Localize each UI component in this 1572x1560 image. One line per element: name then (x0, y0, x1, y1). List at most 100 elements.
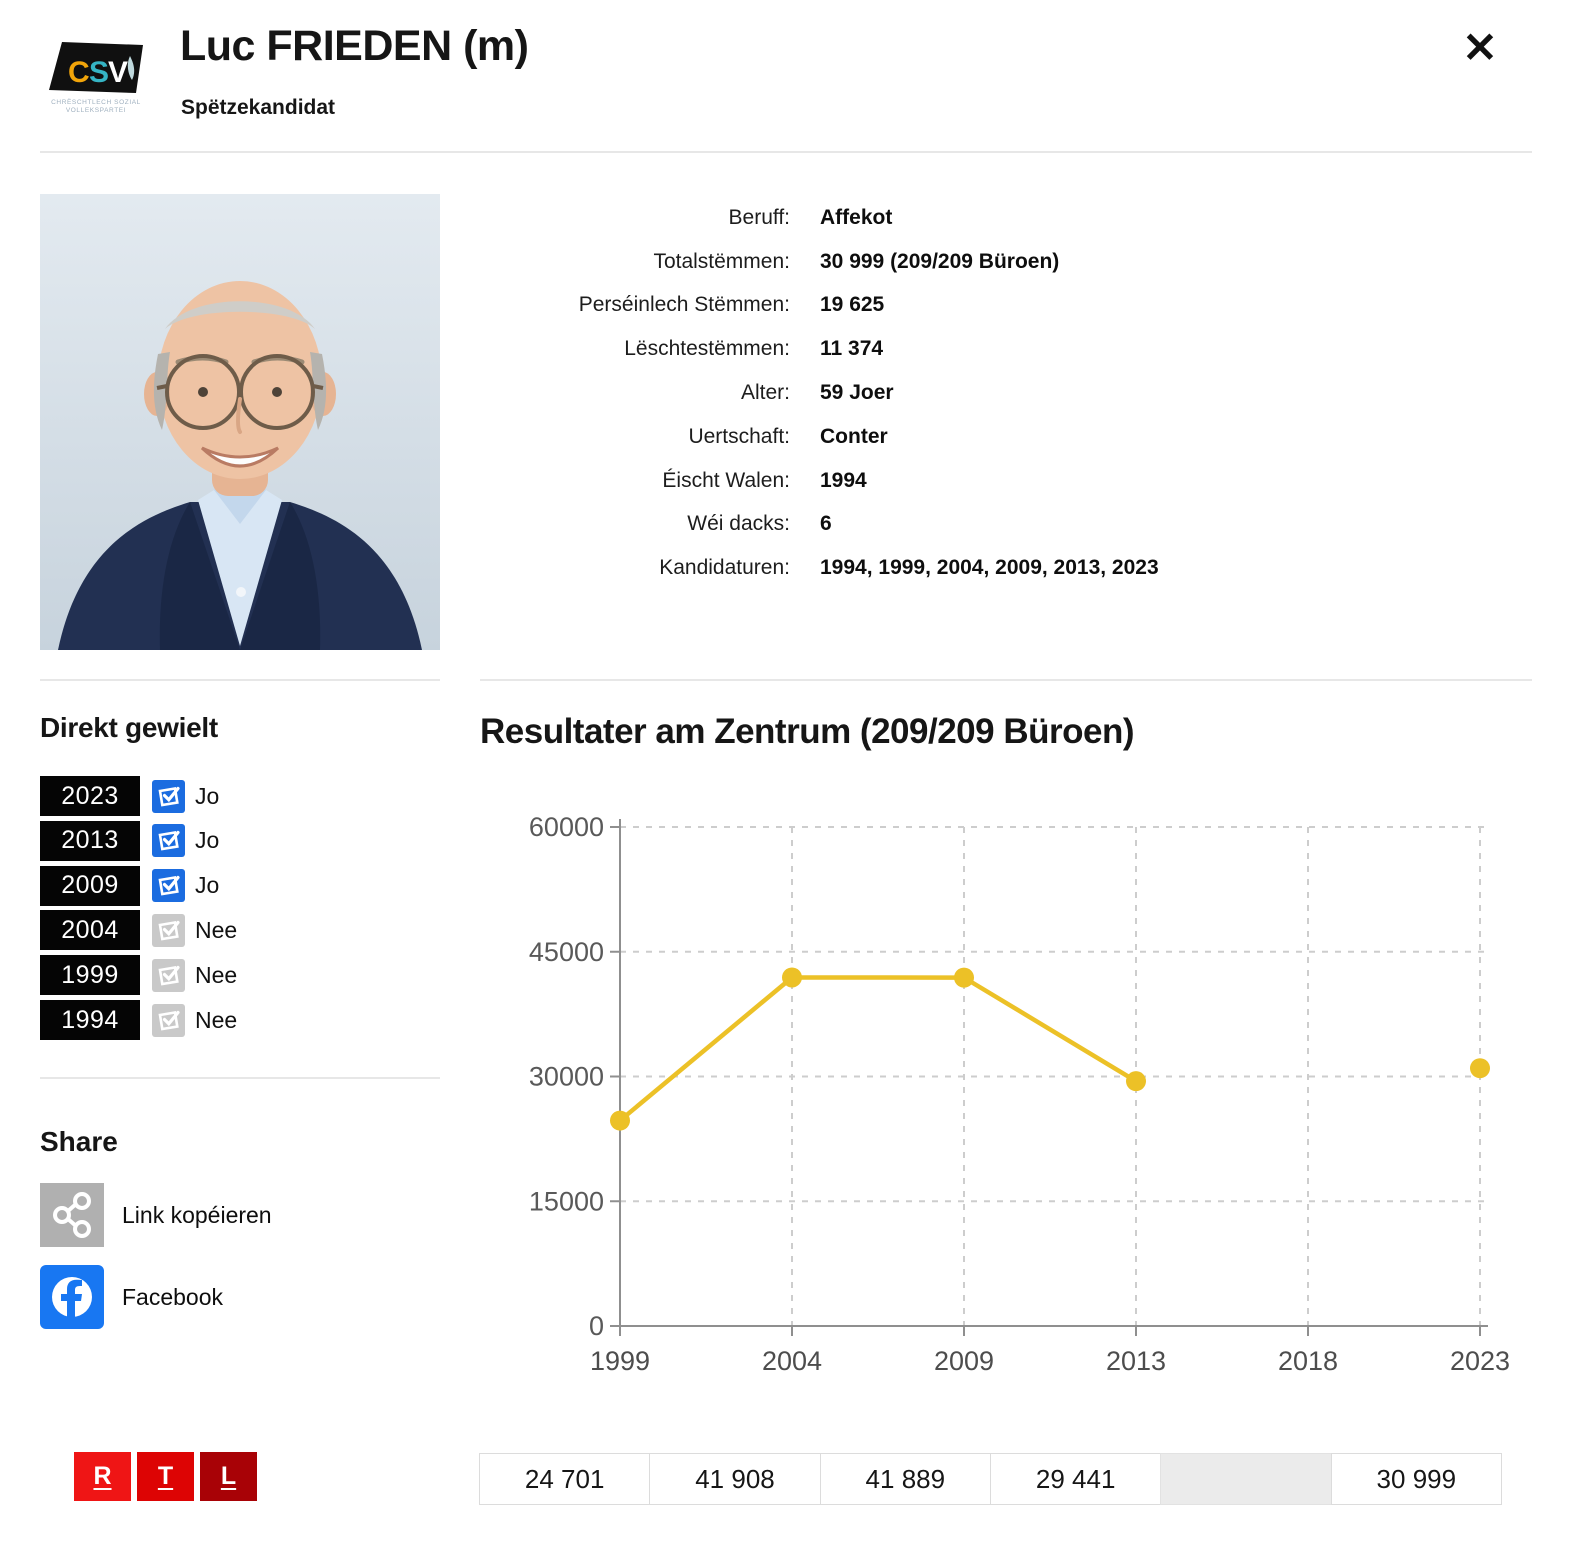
info-value: 1994 (820, 468, 867, 492)
line-segment (962, 975, 1138, 1084)
table-header-cell: 2018 (1161, 1404, 1332, 1454)
data-point-2009 (954, 967, 974, 988)
elected-label: Jo (195, 872, 220, 899)
year-chip: 2023 (40, 776, 140, 816)
csv-logo-subtext-2: VOLLEKSPARTEI (66, 107, 126, 114)
table-value-cell-empty (1160, 1453, 1332, 1505)
y-axis-tick-label: 45000 (529, 937, 604, 967)
y-axis-tick-label: 60000 (529, 812, 604, 842)
close-button[interactable]: ✕ (1448, 16, 1512, 80)
x-axis-tick-label: 2018 (1278, 1346, 1338, 1376)
x-axis-tick-label: 1999 (590, 1346, 650, 1376)
y-axis-tick-label: 30000 (529, 1062, 604, 1092)
x-axis-tick-label: 2009 (934, 1346, 994, 1376)
elected-label: Nee (195, 1006, 238, 1033)
elected-label: Nee (195, 916, 238, 943)
info-row-uertschaft: Uertschaft: Conter (450, 415, 1350, 459)
year-chip: 2004 (40, 910, 140, 951)
year-chip: 1999 (40, 955, 140, 996)
csv-party-logo: C S V CHRËSCHTLECH SOZIAL VOLLEKSPARTEI (49, 42, 143, 114)
info-label: Wéi dacks: (687, 512, 790, 536)
year-chip: 1994 (40, 1000, 140, 1040)
year-chip: 2013 (40, 820, 140, 861)
info-row-wei-dacks: Wéi dacks: 6 (450, 503, 1350, 547)
csv-logo-plate (49, 42, 143, 93)
direkt-gewielt-row: 2013 Jo (40, 820, 220, 861)
direkt-gewielt-heading: Direkt gewielt (40, 712, 218, 743)
info-value: 11 374 (820, 337, 884, 361)
section-divider-right (480, 679, 1532, 681)
table-value-cell: 41 889 (819, 1453, 991, 1505)
csv-logo-subtext-1: CHRËSCHTLECH SOZIAL (51, 98, 141, 106)
link-share-icon (40, 1183, 104, 1247)
results-table-header-row: 1999 2004 2009 2013 2018 2023 (480, 1404, 1502, 1454)
direkt-gewielt-row: 1994 Nee (40, 1000, 237, 1040)
ballot-checked-icon (152, 779, 185, 813)
ballot-checked-icon (152, 869, 185, 903)
candidate-info-list: Beruff: Affekot Totalstëmmen: 30 999 (20… (450, 196, 1350, 590)
info-label: Beruff: (728, 205, 790, 229)
page-subtitle: Spëtzekandidat (181, 96, 336, 119)
year-chip: 2009 (40, 865, 140, 906)
rtl-logo: R T L (74, 1452, 257, 1501)
info-row-totalstemmen: Totalstëmmen: 30 999 (209/209 Büroen) (450, 240, 1350, 284)
info-value: 6 (820, 512, 832, 536)
section-divider-left (40, 679, 440, 681)
rtl-letter-t: T (137, 1452, 194, 1501)
info-label: Alter: (740, 381, 790, 405)
table-value-cell: 29 441 (989, 1453, 1162, 1505)
ballot-unchecked-icon (152, 1003, 185, 1037)
csv-letter-s: S (89, 56, 109, 89)
csv-letter-c: C (68, 56, 90, 89)
data-point-1999 (610, 1110, 630, 1131)
y-axis-tick-label: 15000 (529, 1186, 604, 1216)
facebook-icon (40, 1265, 104, 1329)
info-label: Perséinlech Stëmmen: (578, 293, 790, 317)
info-value: 30 999 (209/209 Büroen) (820, 249, 1060, 273)
header-divider (40, 151, 1532, 153)
table-header-cell: 2023 (1331, 1404, 1502, 1454)
results-table: 1999 2004 2009 2013 2018 2023 24 701 41 … (479, 1404, 1502, 1505)
info-value: Conter (820, 424, 888, 448)
rtl-letter-r: R (74, 1452, 131, 1501)
elected-label: Jo (195, 782, 220, 809)
table-value-cell: 30 999 (1330, 1453, 1502, 1505)
ballot-unchecked-icon (152, 913, 185, 947)
facebook-share-button[interactable]: Facebook (40, 1265, 223, 1329)
rtl-letter-l: L (200, 1452, 257, 1501)
close-icon: ✕ (1462, 24, 1498, 71)
y-axis-tick-label: 0 (589, 1311, 604, 1341)
csv-letter-v: V (108, 56, 128, 89)
info-label: Lëschtestëmmen: (624, 337, 790, 361)
line-segment (618, 975, 794, 1123)
candidate-photo (40, 194, 440, 650)
direkt-gewielt-row: 2023 Jo (40, 776, 219, 816)
facebook-label: Facebook (122, 1283, 224, 1310)
table-header-cell: 2004 (650, 1404, 821, 1454)
table-header-cell: 1999 (480, 1404, 651, 1454)
page-title: Luc FRIEDEN (m) (180, 22, 529, 70)
info-row-eischt-walen: Éischt Walen: 1994 (450, 459, 1350, 503)
info-row-beruff: Beruff: Affekot (450, 196, 1350, 240)
x-axis-tick-label: 2004 (762, 1346, 822, 1376)
table-header-cell: 2013 (990, 1404, 1162, 1454)
results-table-value-row: 24 701 41 908 41 889 29 441 30 999 (479, 1453, 1502, 1505)
data-point-2013 (1126, 1071, 1146, 1092)
data-point-2004 (782, 967, 802, 988)
table-value-cell: 41 908 (649, 1453, 821, 1505)
table-header-cell: 2009 (820, 1404, 991, 1454)
copy-link-button[interactable]: Link kopéieren (40, 1183, 272, 1247)
info-label: Kandidaturen: (659, 556, 790, 580)
info-label: Uertschaft: (688, 424, 790, 448)
direkt-gewielt-row: 1999 Nee (40, 955, 237, 996)
share-divider (40, 1077, 440, 1079)
x-axis-tick-label: 2023 (1450, 1346, 1510, 1376)
info-row-alter: Alter: 59 Joer (450, 371, 1350, 415)
results-line-chart: 0 15000 30000 45000 60000 1999 2004 2009 2013 201… (529, 812, 1510, 1376)
elected-label: Jo (195, 827, 220, 854)
info-row-leschtestemmen: Lëschtestëmmen: 11 374 (450, 327, 1350, 371)
chart-title: Resultater am Zentrum (209/209 Büroen) (480, 712, 1134, 751)
info-row-kandidaturen: Kandidaturen: 1994, 1999, 2004, 2009, 20… (450, 546, 1350, 590)
direkt-gewielt-row: 2009 Jo (40, 865, 220, 906)
